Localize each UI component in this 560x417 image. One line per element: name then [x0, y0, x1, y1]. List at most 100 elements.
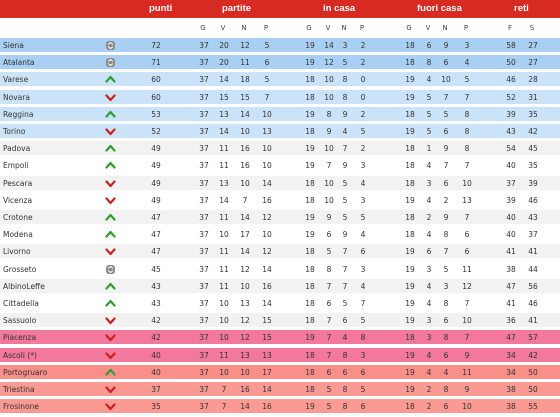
team-name: Sassuolo — [3, 316, 37, 326]
team-name: Grosseto — [3, 264, 37, 274]
away-drawn-cell: 8 — [443, 299, 449, 308]
home-played-cell: 19 — [305, 402, 315, 412]
lost-cell: 15 — [262, 333, 272, 343]
away-played-cell: 18 — [405, 230, 415, 240]
goals-for-cell: 40 — [506, 213, 516, 222]
table-row: Piacenza 42 37 10 12 15 19 7 4 8 18 3 8 7 47 57 — [0, 330, 560, 346]
goals-against-cell: 31 — [528, 92, 538, 102]
subheader-fuori-n: N — [442, 24, 448, 32]
goals-against-cell: 46 — [528, 299, 538, 308]
header-in-casa: in casa — [323, 3, 356, 14]
goals-for-cell: 40 — [506, 230, 516, 240]
team-name: Livorno — [3, 247, 31, 257]
drawn-cell: 12 — [240, 41, 250, 50]
won-cell: 10 — [219, 230, 229, 240]
home-lost-cell: 7 — [360, 299, 366, 308]
away-lost-cell: 8 — [464, 127, 470, 136]
won-cell: 11 — [219, 350, 229, 360]
subheader-casa-g: G — [306, 24, 312, 32]
home-played-cell: 19 — [305, 230, 315, 240]
away-won-cell: 3 — [426, 333, 432, 343]
equal-icon — [105, 40, 116, 51]
points-cell: 71 — [151, 58, 161, 68]
goals-against-cell: 42 — [528, 350, 538, 360]
table-row: Novara 60 37 15 15 7 18 10 8 0 19 5 7 7 52 31 — [0, 89, 560, 105]
table-row: Modena 47 37 10 17 10 19 6 9 4 18 4 8 6 40 37 — [0, 227, 560, 243]
home-played-cell: 19 — [305, 41, 315, 50]
won-cell: 11 — [219, 264, 229, 274]
lost-cell: 7 — [264, 92, 270, 102]
away-played-cell: 19 — [405, 316, 415, 326]
drawn-cell: 12 — [240, 333, 250, 343]
played-cell: 37 — [199, 144, 209, 154]
goals-for-cell: 54 — [506, 144, 516, 154]
home-drawn-cell: 8 — [342, 385, 348, 394]
home-played-cell: 18 — [305, 299, 315, 308]
played-cell: 37 — [199, 109, 209, 119]
away-won-cell: 4 — [426, 281, 432, 291]
goals-against-cell: 57 — [528, 333, 538, 343]
home-drawn-cell: 7 — [342, 281, 348, 291]
arrow-down-icon — [105, 92, 116, 103]
home-won-cell: 10 — [324, 75, 334, 85]
away-drawn-cell: 5 — [443, 264, 449, 274]
table-row: Padova 49 37 11 16 10 19 10 7 2 18 1 9 8 54 45 — [0, 141, 560, 157]
away-drawn-cell: 2 — [443, 195, 449, 205]
won-cell: 14 — [219, 127, 229, 136]
away-won-cell: 5 — [426, 109, 432, 119]
home-won-cell: 5 — [326, 247, 332, 257]
lost-cell: 14 — [262, 178, 272, 188]
points-cell: 37 — [151, 385, 161, 394]
away-lost-cell: 8 — [464, 144, 470, 154]
lost-cell: 13 — [262, 350, 272, 360]
away-won-cell: 4 — [426, 230, 432, 240]
home-drawn-cell: 3 — [342, 41, 348, 50]
lost-cell: 10 — [262, 144, 272, 154]
goals-against-cell: 56 — [528, 281, 538, 291]
home-played-cell: 19 — [305, 213, 315, 222]
lost-cell: 5 — [264, 75, 270, 85]
home-drawn-cell: 7 — [342, 264, 348, 274]
won-cell: 20 — [219, 58, 229, 68]
away-played-cell: 19 — [405, 127, 415, 136]
home-won-cell: 5 — [326, 402, 332, 412]
away-lost-cell: 8 — [464, 109, 470, 119]
away-drawn-cell: 6 — [443, 350, 449, 360]
away-won-cell: 5 — [426, 127, 432, 136]
won-cell: 7 — [221, 385, 227, 394]
drawn-cell: 16 — [240, 385, 250, 394]
goals-for-cell: 37 — [506, 178, 516, 188]
subheader-casa-v: V — [325, 24, 331, 32]
away-lost-cell: 13 — [462, 195, 472, 205]
goals-against-cell: 50 — [528, 367, 538, 377]
away-played-cell: 18 — [405, 333, 415, 343]
team-name: Portogruaro — [3, 367, 48, 377]
points-cell: 45 — [151, 264, 161, 274]
away-won-cell: 3 — [426, 316, 432, 326]
home-drawn-cell: 4 — [342, 127, 348, 136]
drawn-cell: 14 — [240, 247, 250, 257]
arrow-up-icon — [105, 367, 116, 378]
home-lost-cell: 6 — [360, 367, 366, 377]
arrow-up-icon — [105, 109, 116, 120]
arrow-down-icon — [105, 178, 116, 189]
arrow-up-icon — [105, 160, 116, 171]
arrow-up-icon — [105, 143, 116, 154]
home-played-cell: 18 — [305, 367, 315, 377]
won-cell: 13 — [219, 109, 229, 119]
away-played-cell: 19 — [405, 195, 415, 205]
goals-for-cell: 47 — [506, 281, 516, 291]
away-played-cell: 19 — [405, 367, 415, 377]
subheader-fuori-p: P — [463, 24, 469, 32]
goals-against-cell: 37 — [528, 230, 538, 240]
away-won-cell: 4 — [426, 350, 432, 360]
away-lost-cell: 12 — [462, 281, 472, 291]
away-drawn-cell: 8 — [443, 385, 449, 394]
home-lost-cell: 3 — [360, 350, 366, 360]
away-lost-cell: 7 — [464, 92, 470, 102]
home-won-cell: 6 — [326, 367, 332, 377]
lost-cell: 16 — [262, 281, 272, 291]
played-cell: 37 — [199, 367, 209, 377]
goals-for-cell: 47 — [506, 333, 516, 343]
